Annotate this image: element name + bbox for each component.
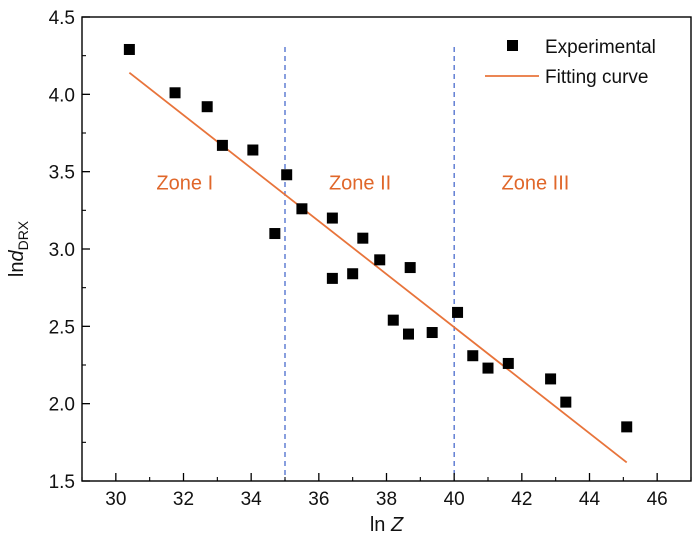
y-tick-label: 4.0 <box>49 85 75 106</box>
plot-frame <box>81 16 692 482</box>
x-tick-label: 36 <box>308 489 329 510</box>
data-point <box>467 350 479 362</box>
data-point <box>326 272 338 284</box>
legend: Experimental Fitting curve <box>485 37 656 88</box>
data-points <box>123 43 633 433</box>
zone-dividers <box>284 47 455 481</box>
data-point <box>545 373 557 385</box>
data-point <box>281 169 293 181</box>
y-tick-label: 1.5 <box>49 472 75 493</box>
data-point <box>482 362 494 374</box>
data-point <box>357 232 369 244</box>
data-point <box>621 421 633 433</box>
data-point <box>326 212 338 224</box>
zone-label: Zone I <box>156 172 213 194</box>
data-point <box>269 228 281 240</box>
data-point <box>404 262 416 274</box>
data-point <box>560 396 572 408</box>
data-point <box>502 357 514 369</box>
y-tick-label: 3.5 <box>49 163 75 184</box>
y-axis-title: lndDRX <box>6 220 31 277</box>
data-point <box>123 43 135 55</box>
legend-label-experimental: Experimental <box>545 37 656 58</box>
legend-marker-experimental <box>507 40 518 51</box>
x-axis-ticks: 30 32 34 36 38 40 42 44 46 <box>81 473 692 510</box>
x-tick-label: 40 <box>444 489 465 510</box>
data-point <box>402 328 414 340</box>
y-tick-label: 2.0 <box>49 395 75 416</box>
x-tick-label: 42 <box>511 489 532 510</box>
data-point <box>296 203 308 215</box>
x-tick-label: 30 <box>105 489 126 510</box>
data-point <box>426 327 438 339</box>
x-tick-label: 46 <box>647 489 668 510</box>
data-point <box>247 144 259 156</box>
x-tick-label: 44 <box>579 489 601 510</box>
legend-label-fitting-curve: Fitting curve <box>545 67 648 88</box>
fitting-curve-line <box>128 71 628 464</box>
x-tick-label: 32 <box>173 489 194 510</box>
y-tick-label: 4.5 <box>49 8 75 29</box>
y-tick-label: 3.0 <box>49 240 75 261</box>
x-tick-label: 38 <box>376 489 397 510</box>
data-point <box>452 306 464 318</box>
data-point <box>201 101 213 113</box>
zone-label: Zone III <box>502 172 570 194</box>
data-point <box>387 314 399 326</box>
data-point <box>216 139 228 151</box>
x-axis-title: ln Z <box>370 514 404 536</box>
y-axis-ticks: 1.5 2.0 2.5 3.0 3.5 4.0 4.5 <box>49 8 90 493</box>
data-point <box>374 254 386 266</box>
data-point <box>347 268 359 280</box>
y-tick-label: 2.5 <box>49 317 75 338</box>
zone-labels: Zone I Zone II Zone III <box>156 172 569 194</box>
x-tick-label: 34 <box>241 489 263 510</box>
fitting-curve-layer <box>128 71 628 464</box>
zone-label: Zone II <box>329 172 391 194</box>
data-point <box>169 87 181 99</box>
